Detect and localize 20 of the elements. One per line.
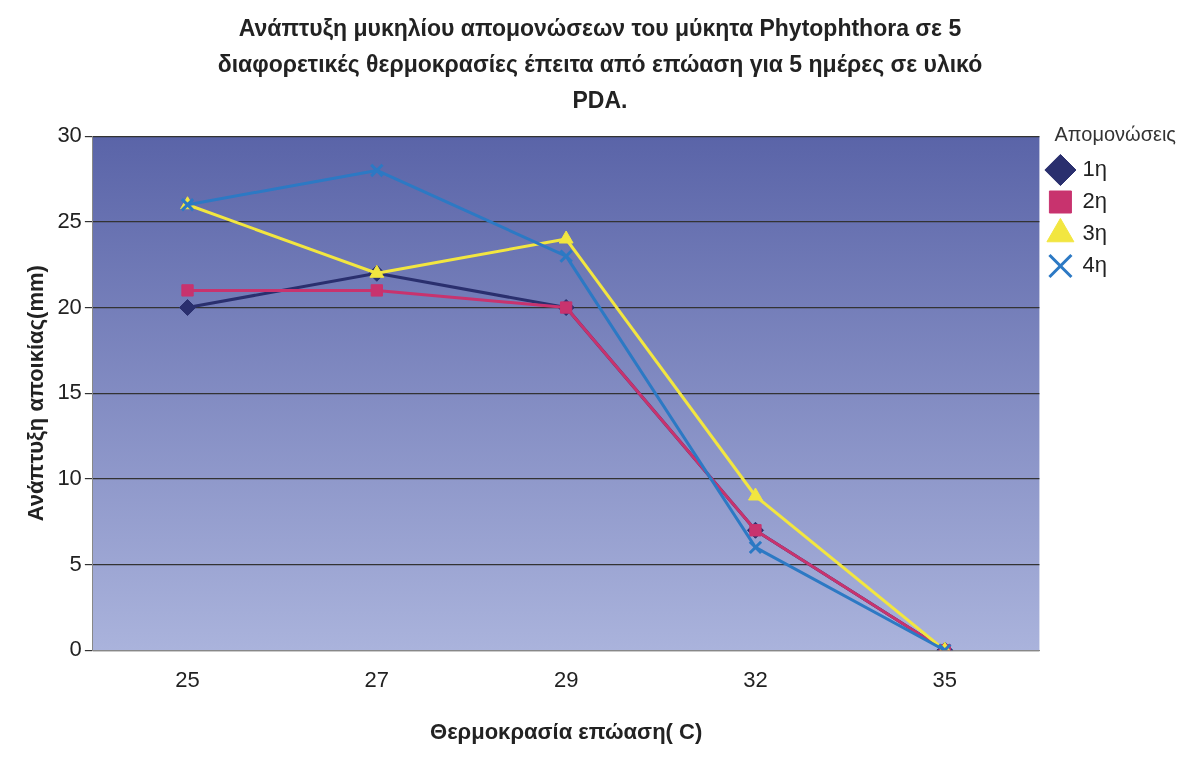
y-tick-label: 15 <box>57 379 82 405</box>
legend-label: 1η <box>1082 156 1107 182</box>
x-tick-label: 29 <box>553 667 579 693</box>
y-tick-label: 5 <box>69 550 82 576</box>
legend-label: 4η <box>1082 252 1107 278</box>
x-tick-label: 27 <box>364 667 390 693</box>
legend-label: 2η <box>1082 188 1107 214</box>
y-tick-label: 25 <box>57 207 82 233</box>
x-tick-label: 32 <box>743 667 768 693</box>
legend-title: Απομονώσεις <box>1054 122 1177 145</box>
y-tick-label: 30 <box>57 122 82 148</box>
y-axis-title: Ανάπτυξη αποικίας(mm) <box>23 265 49 522</box>
x-tick-label: 35 <box>932 667 958 693</box>
y-tick-label: 20 <box>57 293 82 319</box>
y-tick-label: 0 <box>69 636 82 662</box>
x-tick-label: 25 <box>175 667 200 693</box>
chart-title: Ανάπτυξη μυκηλίου απομονώσεων του μύκητα Phytophthora σε 5 διαφορετικές θερμοκρασίες έπειτα από επώαση για 5 ημέρες σε υλικό PDA. <box>216 14 984 115</box>
legend-label: 3η <box>1082 220 1107 246</box>
x-axis-title: Θερμοκρασία επώαση( C) <box>430 718 703 744</box>
y-tick-label: 10 <box>57 464 82 490</box>
